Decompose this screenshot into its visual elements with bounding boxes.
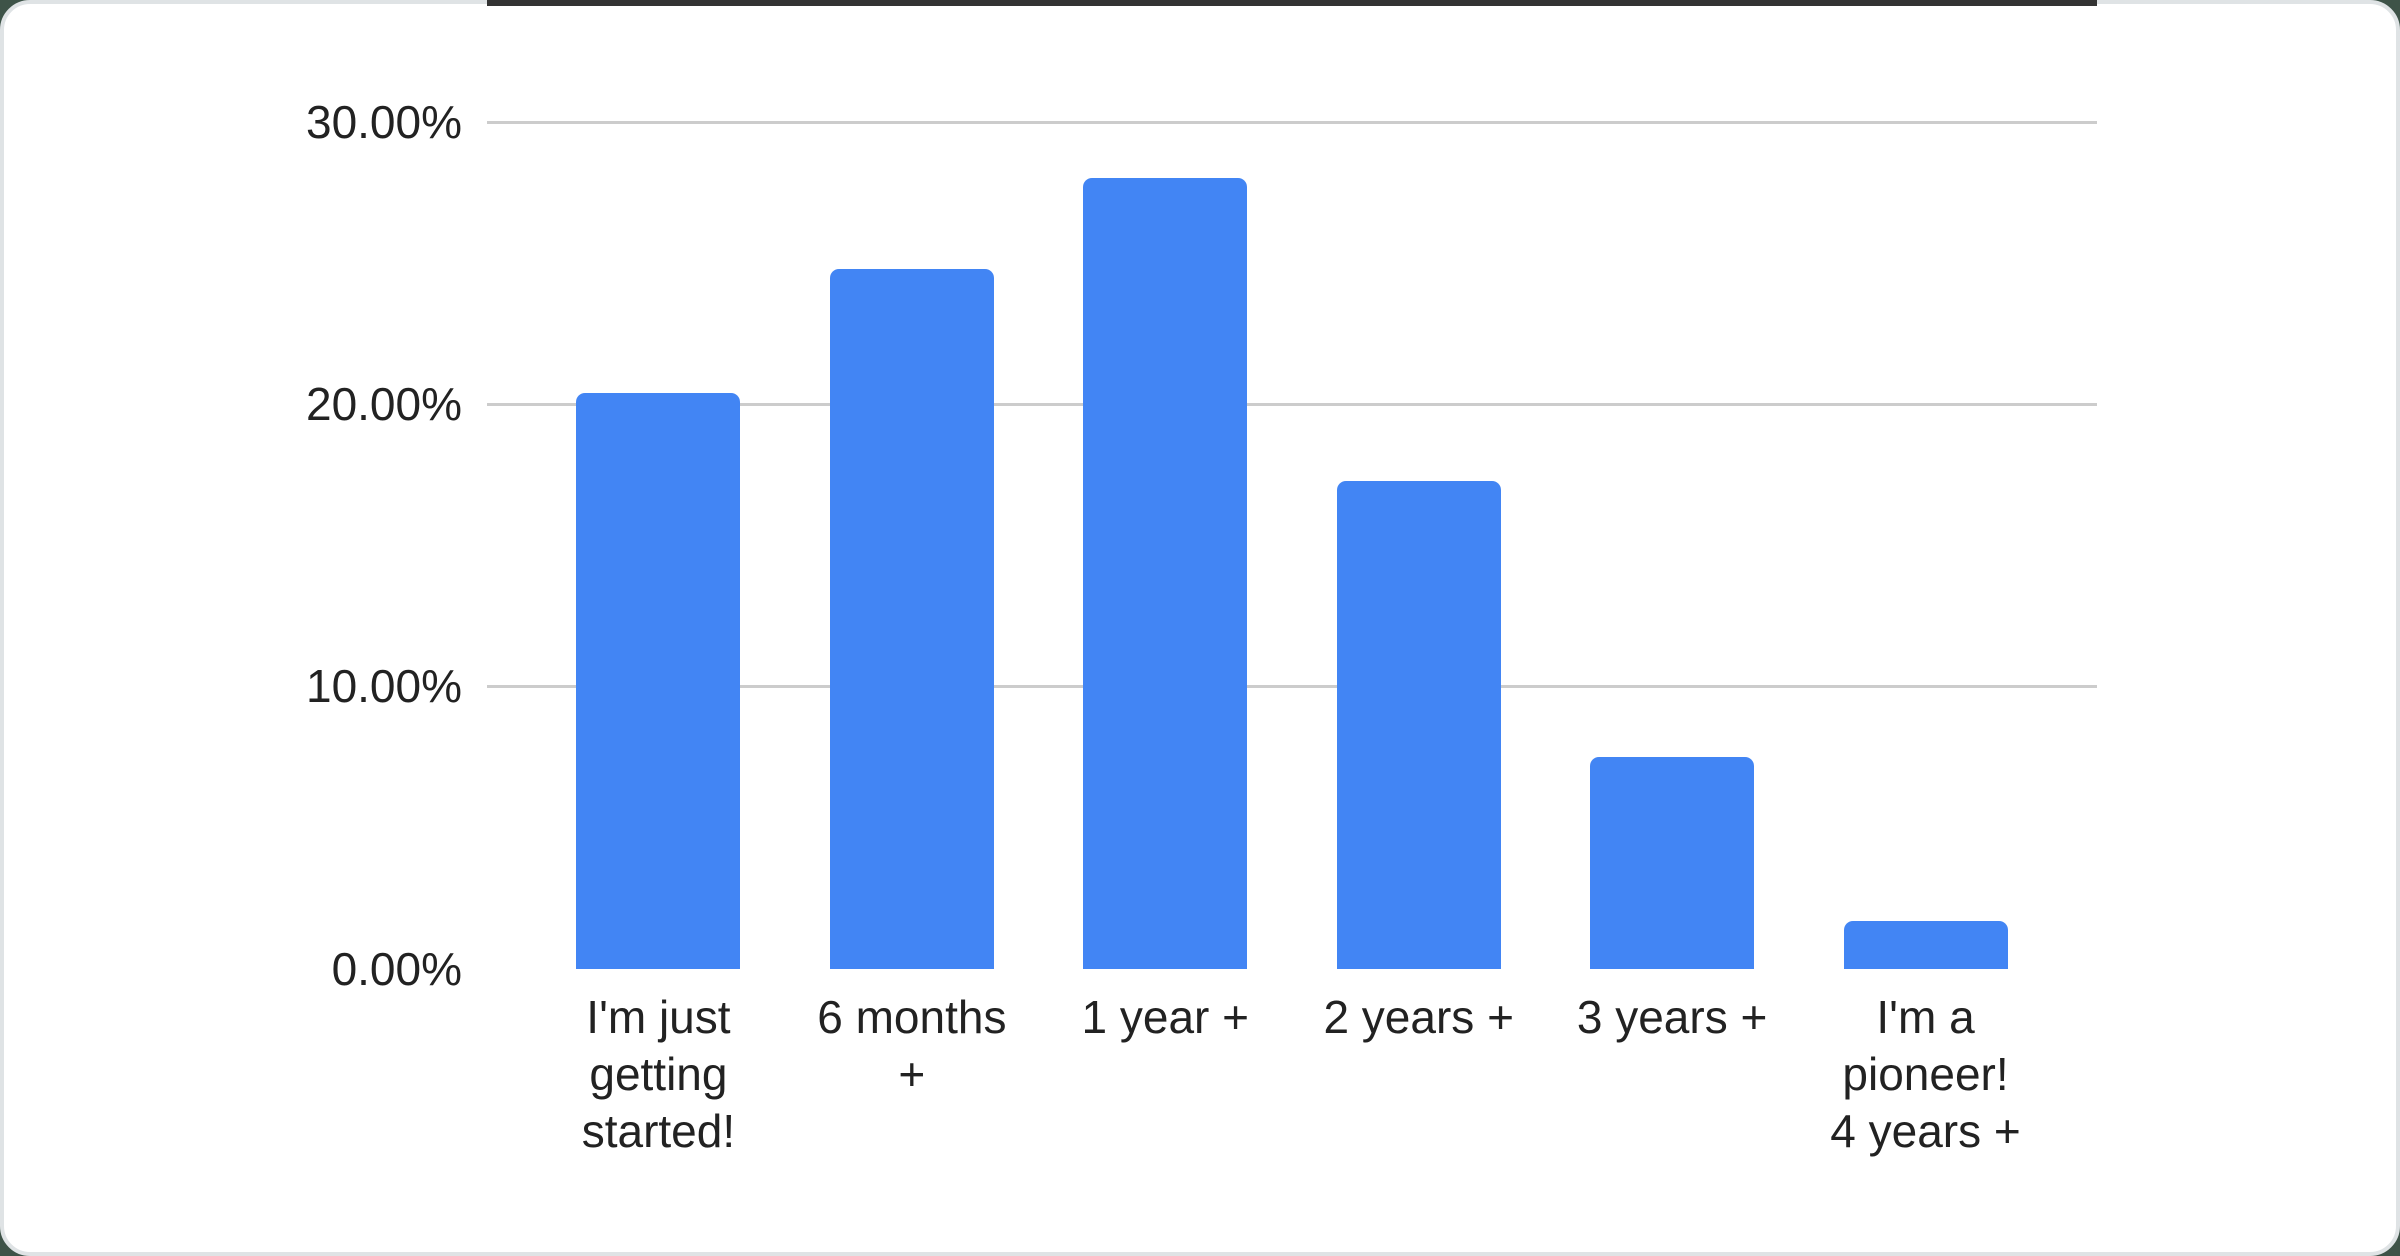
x-category-label: 3 years + bbox=[1576, 991, 1768, 1043]
bar-6[interactable] bbox=[1843, 921, 2008, 969]
gridline-30 bbox=[487, 120, 2097, 124]
bar-3[interactable] bbox=[1083, 178, 1248, 969]
plot-area bbox=[487, 122, 2097, 969]
x-category-label: 2 years + bbox=[1323, 991, 1514, 1043]
x-category-label: I'm just getting started! bbox=[581, 991, 736, 1157]
x-category-label: 6 months + bbox=[817, 991, 1007, 1100]
x-label-slot: I'm a pioneer! 4 years + bbox=[1830, 989, 2021, 1169]
y-tick-label: 0.00% bbox=[331, 942, 462, 995]
bar-5[interactable] bbox=[1590, 757, 1755, 969]
bar-1[interactable] bbox=[576, 393, 741, 969]
x-category-label: 1 year + bbox=[1081, 991, 1250, 1043]
gridline-20 bbox=[487, 402, 2097, 406]
y-tick-label: 10.00% bbox=[305, 660, 462, 713]
bar-4[interactable] bbox=[1336, 480, 1501, 969]
x-label-slot: 2 years + bbox=[1323, 989, 1514, 1169]
y-tick-label: 30.00% bbox=[305, 95, 462, 148]
x-label-slot: 6 months + bbox=[817, 989, 1006, 1169]
x-axis-baseline bbox=[487, 0, 2097, 6]
x-category-label: I'm a pioneer! 4 years + bbox=[1830, 991, 2021, 1157]
x-label-slot: 1 year + bbox=[1082, 989, 1250, 1169]
gridline-10 bbox=[487, 685, 2097, 689]
x-label-slot: 3 years + bbox=[1577, 989, 1768, 1169]
y-tick-label: 20.00% bbox=[305, 377, 462, 430]
x-label-slot: I'm just getting started! bbox=[576, 989, 740, 1169]
x-axis-category-labels: I'm just getting started! 6 months + 1 yea… bbox=[487, 989, 2097, 1169]
bar-2[interactable] bbox=[829, 268, 994, 969]
